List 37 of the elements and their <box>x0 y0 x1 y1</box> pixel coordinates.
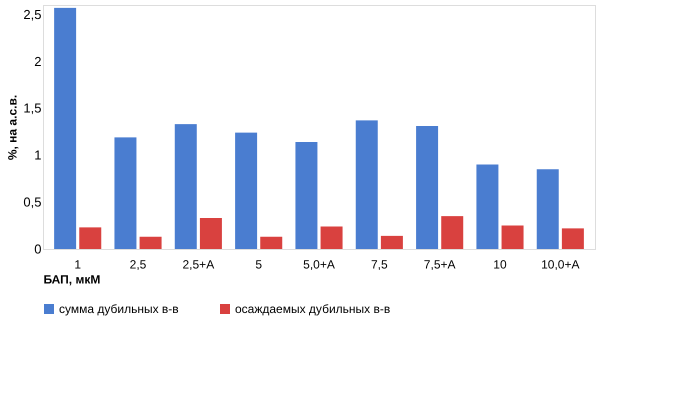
x-axis-title: БАП, мкМ <box>44 272 100 286</box>
bar <box>295 142 318 249</box>
bar <box>260 236 282 249</box>
y-tick-label: 2 <box>34 54 42 69</box>
y-tick-label: 0 <box>34 242 42 256</box>
x-tick-label: 10 <box>493 258 507 272</box>
y-tick-label: 2,5 <box>23 6 42 22</box>
bar <box>54 8 76 249</box>
x-tick-label: 5,0+A <box>303 258 335 272</box>
y-tick-label: 1 <box>34 148 42 163</box>
legend-label: осаждаемых дубильных в-в <box>235 302 390 316</box>
y-tick-label: 1,5 <box>23 100 42 116</box>
bar <box>320 226 343 249</box>
bar <box>476 164 498 249</box>
bar <box>441 216 464 249</box>
bar <box>174 124 197 249</box>
bar <box>502 226 524 249</box>
x-tick-label: 10,0+A <box>541 258 580 272</box>
bar <box>79 227 102 249</box>
bar <box>114 137 136 249</box>
x-tick-label: 2,5 <box>130 258 147 272</box>
bar <box>416 126 438 249</box>
y-tick-label: 0,5 <box>23 194 42 210</box>
x-tick-label: 2,5+A <box>182 258 214 272</box>
bar <box>140 236 162 249</box>
x-tick-label: 5 <box>255 258 262 272</box>
legend-label: сумма дубильных в-в <box>59 302 179 316</box>
y-axis-title: %, на а.с.в. <box>5 94 20 160</box>
bar <box>235 132 258 249</box>
bar <box>200 218 222 249</box>
x-tick-label: 7,5 <box>370 258 388 272</box>
x-tick-label: 1 <box>74 258 82 272</box>
bar <box>562 228 584 249</box>
bar <box>380 236 403 249</box>
bar <box>536 169 559 249</box>
bar <box>356 120 378 249</box>
x-tick-label: 7,5+A <box>424 258 456 272</box>
